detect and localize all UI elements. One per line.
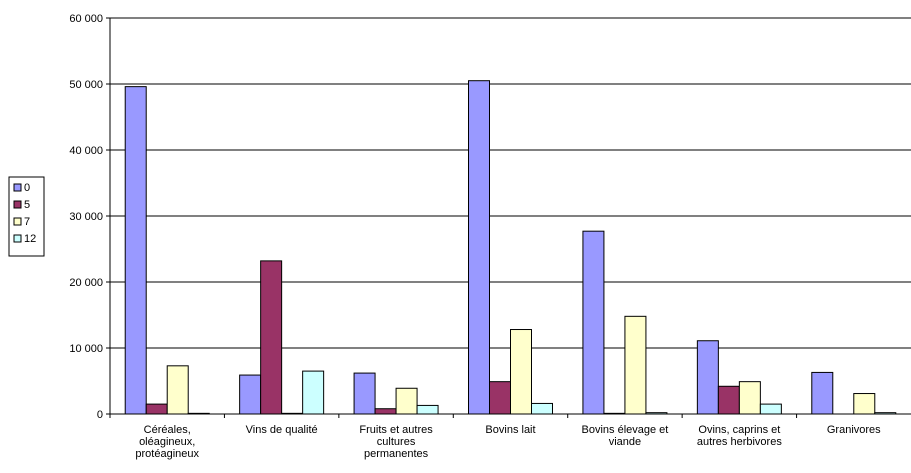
- x-category-label: Vins de qualité: [246, 424, 318, 436]
- x-category-label: protéagineux: [135, 448, 199, 460]
- bar-7-cat-6: [853, 393, 876, 415]
- y-tick-label: 60 000: [69, 13, 103, 25]
- bar-12-cat-5: [759, 403, 782, 415]
- legend-label-12: 12: [24, 233, 36, 245]
- y-tick-label: 0: [97, 409, 103, 421]
- bar-12-cat-3: [531, 402, 553, 415]
- bar-0-cat-2: [353, 372, 376, 415]
- x-category-labels: Céréales,oléagineux,protéagineux Vins de …: [135, 424, 881, 460]
- y-tick-label: 20 000: [69, 277, 103, 289]
- legend: 0 5 7 12: [8, 176, 45, 257]
- x-category-label: viande: [609, 436, 641, 448]
- legend-swatch-7: [13, 217, 22, 226]
- x-category-label: cultures: [377, 436, 416, 448]
- legend-label-7: 7: [24, 216, 30, 228]
- bar-0-cat-6: [811, 371, 834, 415]
- bar-0-cat-0: [124, 86, 147, 415]
- bar-12-cat-2: [416, 404, 439, 415]
- axes: [106, 17, 911, 418]
- x-category-label: Fruits et autres: [359, 424, 433, 436]
- bar-7-cat-0: [166, 365, 189, 415]
- y-tick-label: 40 000: [69, 145, 103, 157]
- gridlines: [110, 17, 911, 349]
- x-category-label: permanentes: [364, 448, 429, 460]
- bar-0-cat-1: [239, 374, 262, 415]
- bar-5-cat-1: [260, 260, 283, 415]
- bar-5-cat-2: [374, 408, 397, 415]
- bar-12-cat-1: [302, 370, 325, 415]
- x-category-label: oléagineux,: [139, 436, 195, 448]
- bars: [124, 80, 897, 415]
- legend-swatch-12: [13, 234, 22, 243]
- bar-5-cat-5: [717, 385, 740, 415]
- x-category-label: autres herbivores: [697, 436, 782, 448]
- bar-7-cat-3: [510, 329, 532, 415]
- bar-0-cat-4: [582, 230, 605, 415]
- x-category-label: Granivores: [827, 424, 881, 436]
- y-tick-label: 30 000: [69, 211, 103, 223]
- y-tick-label: 10 000: [69, 343, 103, 355]
- bar-5-cat-3: [489, 381, 511, 415]
- x-category-label: Ovins, caprins et: [698, 424, 780, 436]
- bar-7-cat-5: [738, 381, 761, 415]
- legend-label-5: 5: [24, 199, 30, 211]
- x-category-label: Bovins lait: [485, 424, 535, 436]
- x-category-label: Bovins élevage et: [582, 424, 669, 436]
- legend-swatch-5: [13, 200, 22, 209]
- legend-swatch-0: [13, 183, 22, 192]
- y-tick-label: 50 000: [69, 79, 103, 91]
- bar-5-cat-0: [145, 403, 168, 415]
- bar-0-cat-3: [468, 80, 490, 415]
- bar-0-cat-5: [696, 340, 719, 415]
- y-tick-labels: 0 10 000 20 000 30 000 40 000 50 000 60 000: [69, 13, 103, 421]
- x-category-label: Céréales,: [144, 424, 191, 436]
- bar-7-cat-4: [624, 315, 647, 415]
- bar-7-cat-2: [395, 387, 418, 415]
- legend-label-0: 0: [24, 182, 30, 194]
